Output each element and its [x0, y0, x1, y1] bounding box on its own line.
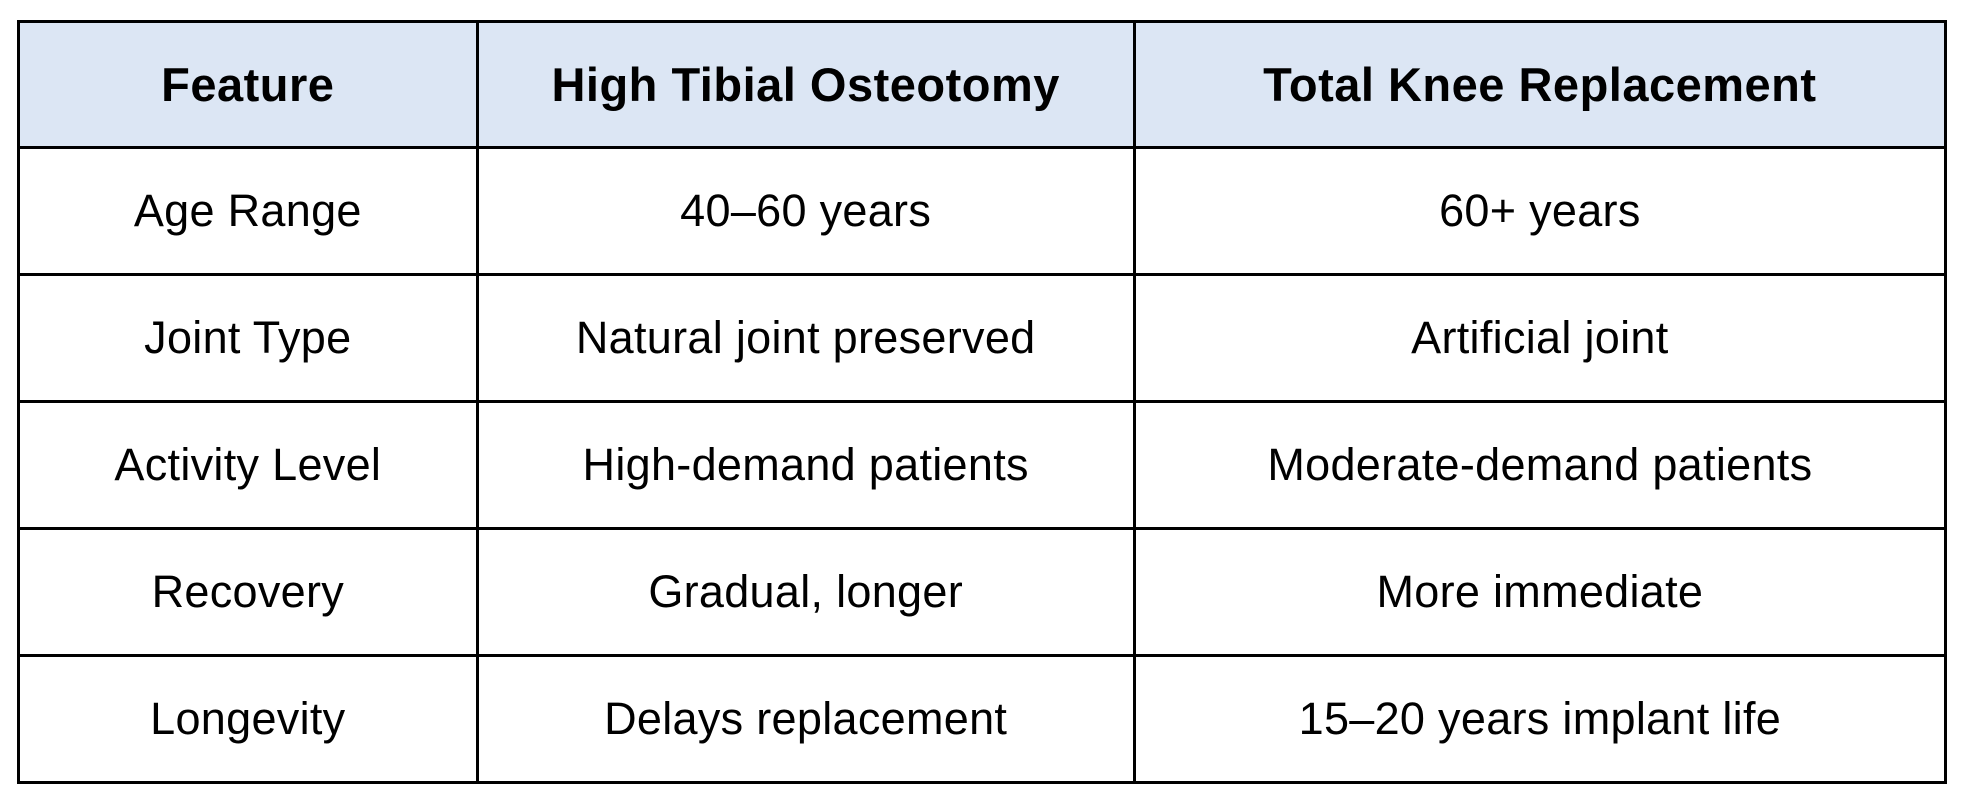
cell-age-range-label: Age Range	[17, 146, 479, 276]
table-row-longevity: Longevity Delays replacement 15–20 years…	[17, 654, 1948, 784]
table-row-recovery: Recovery Gradual, longer More immediate	[17, 527, 1948, 657]
table-row-age-range: Age Range 40–60 years 60+ years	[17, 146, 1948, 276]
cell-age-range-tkr: 60+ years	[1132, 146, 1948, 276]
cell-activity-level-label: Activity Level	[17, 400, 479, 530]
cell-activity-level-tkr: Moderate-demand patients	[1132, 400, 1948, 530]
cell-joint-type-tkr: Artificial joint	[1132, 273, 1948, 403]
cell-recovery-label: Recovery	[17, 527, 479, 657]
cell-age-range-hto: 40–60 years	[475, 146, 1136, 276]
header-cell-total-knee-replacement: Total Knee Replacement	[1132, 20, 1948, 149]
comparison-table: Feature High Tibial Osteotomy Total Knee…	[17, 20, 1948, 784]
table-row-activity-level: Activity Level High-demand patients Mode…	[17, 400, 1948, 530]
cell-joint-type-hto: Natural joint preserved	[475, 273, 1136, 403]
cell-activity-level-hto: High-demand patients	[475, 400, 1136, 530]
cell-longevity-label: Longevity	[17, 654, 479, 784]
comparison-table-container: Feature High Tibial Osteotomy Total Knee…	[17, 20, 1948, 784]
header-cell-high-tibial-osteotomy: High Tibial Osteotomy	[475, 20, 1136, 149]
header-cell-feature: Feature	[17, 20, 479, 149]
table-row-joint-type: Joint Type Natural joint preserved Artif…	[17, 273, 1948, 403]
table-header-row: Feature High Tibial Osteotomy Total Knee…	[17, 20, 1948, 149]
cell-recovery-hto: Gradual, longer	[475, 527, 1136, 657]
cell-joint-type-label: Joint Type	[17, 273, 479, 403]
cell-longevity-hto: Delays replacement	[475, 654, 1136, 784]
cell-longevity-tkr: 15–20 years implant life	[1132, 654, 1948, 784]
cell-recovery-tkr: More immediate	[1132, 527, 1948, 657]
